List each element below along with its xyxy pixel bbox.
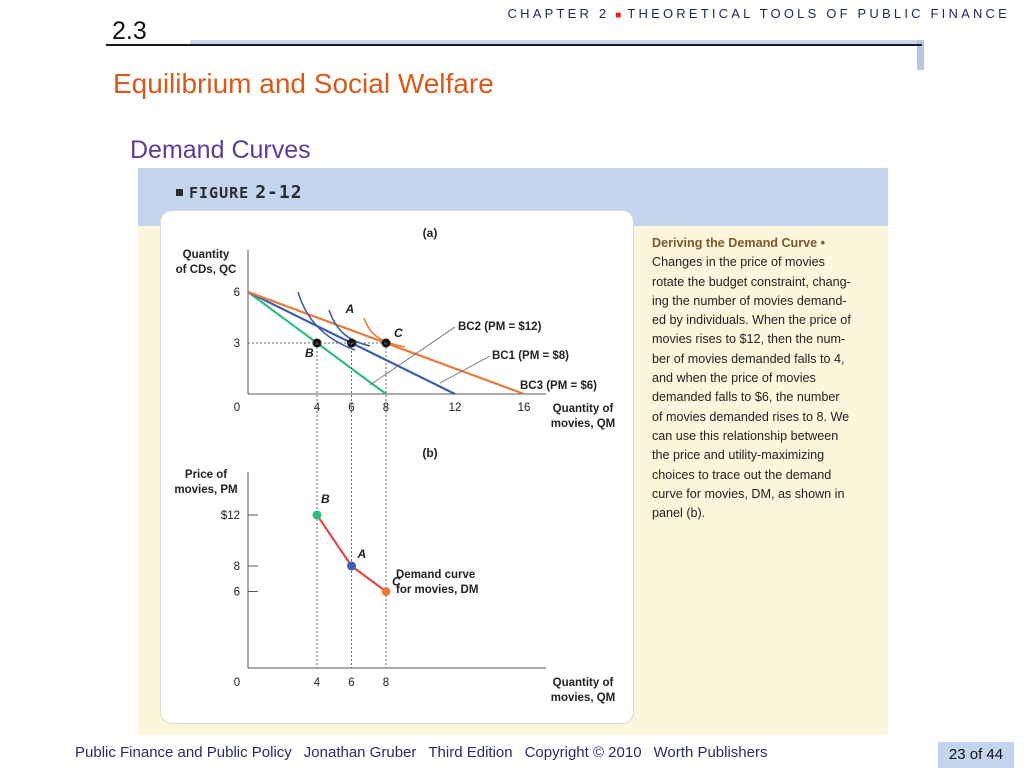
budget-line-label-bc1: BC1 (PM = $8) — [492, 350, 569, 362]
footer-edition: Third Edition — [428, 744, 513, 761]
figure-label: FIGURE 2-12 — [176, 182, 303, 203]
demand-point-label-b: B — [321, 492, 330, 506]
figure-number: 2-12 — [255, 182, 303, 203]
caption-line: rotate the budget constraint, chang- — [652, 274, 851, 289]
panel-a-x-tick-label: 0 — [234, 402, 240, 414]
demand-point-b — [312, 510, 322, 520]
budget-line-label-bc3: BC3 (PM = $6) — [520, 380, 597, 392]
caption-lead: Deriving the Demand Curve • — [652, 236, 826, 250]
caption-line: demanded falls to $6, the number — [652, 390, 840, 405]
indifference-curve-ic2 — [328, 309, 371, 347]
caption-line: ed by individuals. When the price of — [652, 313, 851, 328]
caption-line: ber of movies demanded falls to 4, — [652, 351, 845, 366]
footer-book: Public Finance and Public Policy — [75, 744, 292, 761]
slide-subtitle: Demand Curves — [130, 136, 311, 164]
chapter-header: CHAPTER 2 ■ THEORETICAL TOOLS OF PUBLIC FI… — [508, 6, 1010, 21]
footer-publisher: Worth Publishers — [653, 744, 768, 761]
caption-line: and when the price of movies — [652, 371, 816, 386]
figure-label-word: FIGURE — [189, 184, 250, 202]
panel-a-y-tick-label: 6 — [234, 287, 240, 299]
panel-a-x-tick-label: 12 — [449, 402, 462, 414]
panel-b-y-tick-label: 8 — [234, 561, 240, 573]
point-label-c: C — [394, 326, 403, 340]
caption-line: Changes in the price of movies — [652, 255, 825, 270]
panel-b-x-tick-label: 6 — [348, 677, 354, 689]
caption-line: of movies demanded rises to 8. We — [652, 409, 850, 424]
demand-curve-label-2: for movies, DM — [396, 584, 478, 596]
footer-copyright: Copyright © 2010 — [524, 744, 642, 761]
panel-b-y-tick-label: $12 — [221, 510, 240, 522]
demand-curve-label: Demand curve — [396, 569, 475, 581]
panel-a-x-tick-label: 16 — [518, 402, 531, 414]
figure-box: FIGURE 2-12 Deriving the Demand Curve • C… — [138, 168, 888, 735]
panel-b-ylabel-2: movies, PM — [174, 484, 237, 496]
panel-b-xlabel-2: movies, QM — [551, 692, 616, 704]
panel-b-x-tick-label: 4 — [314, 677, 321, 689]
demand-point-a — [347, 561, 356, 571]
panel-b-xlabel: Quantity of — [553, 677, 614, 689]
header-band-end — [917, 40, 924, 70]
indifference-curve-ic3 — [363, 317, 406, 348]
panel-a-ylabel-2: of CDs, QC — [176, 264, 237, 276]
caption-line: panel (b). — [652, 506, 706, 521]
panel-a-xlabel: Quantity of — [553, 403, 614, 415]
demand-point-label-a: A — [357, 547, 367, 561]
header-rule — [106, 44, 922, 46]
figure-panel — [160, 210, 634, 724]
footer-author: Jonathan Gruber — [303, 744, 417, 761]
panel-b-ylabel: Price of — [185, 469, 227, 481]
leader-line-bc1 — [439, 355, 491, 384]
indifference-curve-ic1 — [297, 291, 356, 351]
panel-a-y-tick-label: 3 — [234, 338, 240, 350]
caption-line: choices to trace out the demand — [652, 467, 832, 482]
panel-b-x-tick-label: 0 — [234, 677, 240, 689]
figure-caption: Deriving the Demand Curve • Changes in t… — [652, 234, 880, 523]
square-bullet-icon: ■ — [615, 10, 622, 21]
panel-b-label: (b) — [422, 446, 437, 460]
budget-line-label-bc2: BC2 (PM = $12) — [458, 321, 542, 333]
leader-line-bc2 — [369, 326, 456, 386]
header-band — [190, 40, 924, 46]
caption-line: the price and utility-maximizing — [652, 448, 825, 463]
panel-a-label: (a) — [423, 226, 438, 240]
point-label-b: B — [305, 346, 314, 360]
caption-line: curve for movies, DM, as shown in — [652, 486, 845, 501]
footer: Public Finance and Public Policy Jonathan… — [75, 744, 779, 761]
chapter-word: CHAPTER 2 — [507, 6, 610, 21]
point-label-a: A — [345, 302, 355, 316]
page-indicator: 23 of 44 — [938, 742, 1014, 768]
demand-point-c — [381, 587, 391, 596]
section-number: 2.3 — [112, 17, 147, 45]
demand-point-label-c: C — [392, 575, 401, 589]
panel-a-xlabel-2: movies, QM — [551, 418, 616, 430]
section-title: Equilibrium and Social Welfare — [113, 68, 494, 99]
square-bullet-icon — [176, 189, 183, 196]
panel-a-ylabel: Quantity — [183, 249, 230, 261]
caption-line: movies rises to $12, then the num- — [652, 332, 846, 347]
caption-line: can use this relationship between — [652, 428, 839, 443]
panel-b-x-tick-label: 8 — [383, 677, 389, 689]
panel-b-y-tick-label: 6 — [234, 587, 240, 599]
caption-line: ing the number of movies demand- — [652, 293, 847, 308]
chapter-title: THEORETICAL TOOLS OF PUBLIC FINANCE — [627, 6, 1010, 21]
